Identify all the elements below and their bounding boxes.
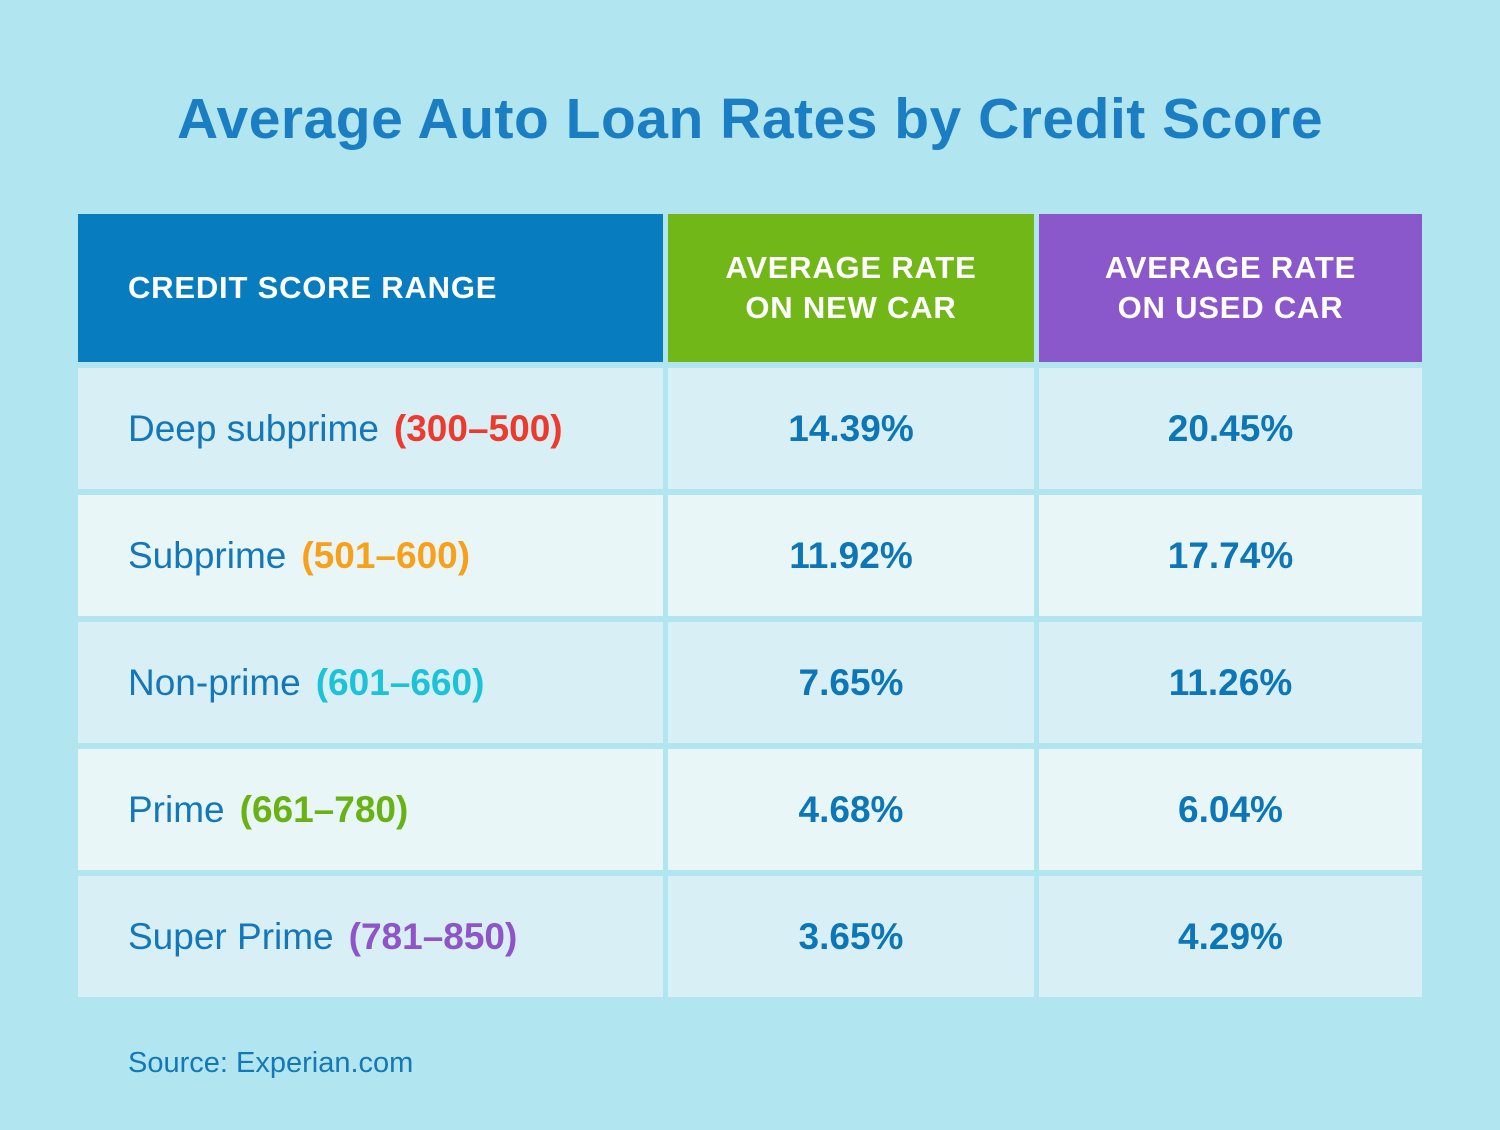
used-car-rate-deep-subprime: 20.45% [1039,368,1422,489]
row-label-non-prime: Non-prime (601–660) [78,622,663,743]
score-range: (501–600) [301,534,471,576]
score-range: (300–500) [393,407,563,449]
new-car-rate-prime: 4.68% [668,749,1034,870]
new-car-rate-deep-subprime: 14.39% [668,368,1034,489]
used-car-rate-super-prime: 4.29% [1039,876,1422,997]
page-title: Average Auto Loan Rates by Credit Score [176,87,1324,151]
row-label-prime: Prime (661–780) [78,749,663,870]
used-car-rate-non-prime: 11.26% [1039,622,1422,743]
tier-name: Subprime [128,534,287,576]
row-label-super-prime: Super Prime (781–850) [78,876,663,997]
row-label-deep-subprime: Deep subprime (300–500) [78,368,663,489]
tier-name: Non-prime [128,661,301,703]
used-car-rate-subprime: 17.74% [1039,495,1422,616]
column-header-used-car-rate: AVERAGE RATE ON USED CAR [1039,214,1422,362]
new-car-rate-non-prime: 7.65% [668,622,1034,743]
column-header-new-car-rate: AVERAGE RATE ON NEW CAR [668,214,1034,362]
tier-name: Deep subprime [128,407,379,449]
row-label-subprime: Subprime (501–600) [78,495,663,616]
tier-name: Super Prime [128,915,334,957]
score-range: (781–850) [348,915,518,957]
new-car-rate-super-prime: 3.65% [668,876,1034,997]
score-range: (601–660) [315,661,485,703]
score-range: (661–780) [239,788,409,830]
source-note: Source: Experian.com [128,1047,414,1079]
column-header-credit-score-range: CREDIT SCORE RANGE [78,214,663,362]
tier-name: Prime [128,788,225,830]
used-car-rate-prime: 6.04% [1039,749,1422,870]
new-car-rate-subprime: 11.92% [668,495,1034,616]
rates-table: CREDIT SCORE RANGE AVERAGE RATE ON NEW C… [78,214,1422,997]
